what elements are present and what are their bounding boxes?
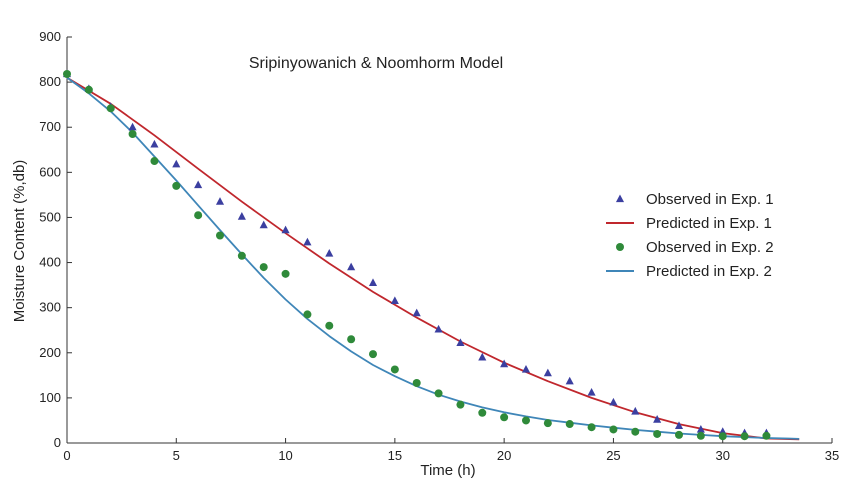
data-point-triangle	[281, 225, 290, 234]
x-tick-label: 20	[497, 448, 511, 463]
y-tick-label: 200	[39, 345, 61, 360]
x-axis-title: Time (h)	[420, 462, 475, 479]
data-point-circle	[631, 427, 640, 436]
y-tick-label: 800	[39, 74, 61, 89]
data-point-triangle	[325, 249, 334, 257]
legend-circle-swatch	[616, 243, 624, 251]
data-point-triangle	[565, 376, 574, 385]
data-point-circle	[281, 269, 290, 278]
data-point-triangle	[215, 197, 225, 205]
data-point-circle	[740, 432, 749, 441]
legend-triangle-swatch	[615, 194, 625, 203]
data-point-triangle	[478, 352, 487, 361]
data-point-circle	[434, 389, 443, 398]
data-point-triangle	[128, 122, 137, 131]
data-point-circle	[500, 413, 509, 422]
data-point-triangle	[587, 387, 596, 396]
x-axis-ticks: 0 5 10 15 20 25 30 35	[63, 438, 839, 463]
data-point-circle	[762, 431, 771, 440]
data-point-circle	[522, 416, 530, 425]
data-point-circle	[84, 85, 93, 94]
data-point-circle	[565, 420, 574, 429]
legend-label: Observed in Exp. 2	[646, 239, 774, 256]
data-point-circle	[347, 335, 356, 344]
x-tick-label: 0	[63, 448, 70, 463]
y-tick-label: 100	[39, 390, 61, 405]
data-point-circle	[106, 104, 115, 113]
data-point-triangle	[456, 338, 465, 347]
legend-label: Predicted in Exp. 1	[646, 215, 772, 232]
data-point-circle	[63, 69, 71, 78]
series-points-observed-in-exp-2	[63, 69, 771, 441]
data-point-triangle	[500, 359, 509, 368]
data-point-circle	[390, 365, 399, 374]
data-point-triangle	[412, 308, 421, 317]
data-point-triangle	[172, 159, 181, 168]
x-tick-label: 15	[388, 448, 402, 463]
data-point-circle	[543, 419, 552, 428]
data-point-circle	[587, 423, 596, 432]
data-point-triangle	[237, 212, 246, 220]
data-point-triangle	[303, 237, 312, 246]
data-point-triangle	[434, 324, 443, 333]
x-tick-label: 35	[825, 448, 839, 463]
x-tick-label: 30	[715, 448, 729, 463]
legend-label: Predicted in Exp. 2	[646, 263, 772, 280]
data-point-circle	[369, 350, 377, 359]
y-tick-label: 500	[39, 209, 61, 224]
data-point-circle	[237, 251, 246, 260]
x-tick-label: 5	[173, 448, 180, 463]
y-axis-ticks: 0 100 200 300 400 500 600 700 800 900	[39, 29, 72, 450]
data-point-triangle	[368, 278, 378, 287]
data-point-triangle	[347, 262, 356, 271]
data-point-triangle	[194, 180, 203, 189]
data-point-circle	[325, 321, 334, 330]
data-point-circle	[653, 429, 662, 438]
y-tick-label: 300	[39, 300, 61, 315]
data-point-triangle	[674, 421, 684, 430]
y-tick-label: 600	[39, 164, 61, 179]
legend: Observed in Exp. 1 Predicted in Exp. 1 Obs…	[606, 191, 774, 280]
data-point-circle	[456, 400, 465, 409]
data-point-triangle	[609, 397, 618, 406]
data-point-triangle	[259, 220, 268, 229]
data-point-circle	[216, 231, 224, 240]
data-point-triangle	[150, 139, 159, 148]
y-tick-label: 0	[54, 435, 61, 450]
data-point-circle	[194, 211, 203, 220]
data-point-circle	[478, 408, 487, 417]
data-point-circle	[303, 310, 312, 319]
chart-title: Sripinyowanich & Noomhorm Model	[249, 55, 503, 72]
data-point-circle	[675, 430, 683, 439]
series-layer	[62, 69, 800, 441]
data-point-triangle	[696, 424, 705, 433]
data-point-circle	[609, 425, 618, 434]
data-point-circle	[412, 379, 421, 388]
data-point-triangle	[631, 406, 640, 415]
x-tick-label: 10	[278, 448, 292, 463]
data-point-circle	[172, 181, 181, 190]
legend-label: Observed in Exp. 1	[646, 191, 774, 208]
data-point-triangle	[653, 415, 662, 423]
data-point-circle	[696, 431, 705, 440]
data-point-triangle	[521, 364, 531, 373]
y-tick-label: 400	[39, 255, 61, 270]
data-point-triangle	[543, 368, 552, 377]
y-tick-label: 900	[39, 29, 61, 44]
x-tick-label: 25	[606, 448, 620, 463]
y-axis-title: Moisture Content (%,db)	[11, 160, 28, 323]
data-point-triangle	[390, 296, 399, 305]
data-point-circle	[150, 157, 159, 166]
data-point-circle	[259, 263, 268, 272]
y-tick-label: 700	[39, 119, 61, 134]
data-point-circle	[128, 129, 137, 138]
data-point-circle	[718, 432, 727, 441]
